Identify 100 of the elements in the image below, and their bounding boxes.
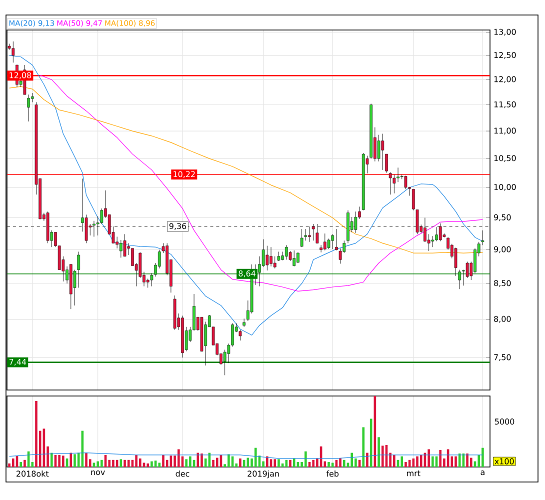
bar [177,449,180,467]
bar [432,456,434,467]
candlestick [146,278,150,288]
bar [150,461,153,467]
candlestick [388,172,392,195]
candlestick [316,224,319,244]
bar [254,448,257,467]
candlestick [308,226,311,242]
bar [216,458,218,467]
bar [470,458,472,467]
bar [274,459,276,467]
bar [381,446,384,467]
bar [200,454,203,467]
bar [124,460,126,467]
bar [393,454,396,467]
bar [12,458,14,467]
candlestick [12,41,15,63]
bar [70,452,72,467]
candlestick [277,251,280,262]
candlestick [435,226,438,242]
bar [62,456,64,467]
candlestick [396,167,400,182]
candlestick [438,223,442,242]
bar [50,452,53,467]
bar [189,456,192,467]
bar [58,454,60,467]
bar [266,456,268,467]
bar [292,458,296,467]
bar [378,437,380,467]
bar [278,459,280,467]
candlestick [331,234,334,250]
bar [92,462,96,467]
candlestick [312,224,315,241]
candlestick [292,250,296,267]
bar [74,454,76,467]
bar [366,452,368,467]
bar [328,462,330,467]
candlestick [404,175,408,190]
candlestick [284,244,288,260]
candlestick [266,246,269,271]
candlestick [123,234,126,257]
candlestick [327,238,330,250]
bar [312,460,315,467]
candlestick [458,270,462,290]
bar [96,461,99,467]
bar [454,456,457,467]
candlestick [92,220,96,237]
bar [428,449,430,467]
bar [135,454,138,467]
bar [482,448,484,467]
line-series [40,74,483,292]
candlestick [381,134,384,170]
candlestick [320,244,322,253]
bar [400,456,404,467]
bar [420,454,422,467]
bar [162,454,164,467]
candlestick [424,218,426,242]
candlestick [416,209,419,234]
candlestick [120,240,122,258]
line-series [9,55,483,336]
bar [100,460,103,467]
bar [416,456,418,467]
candlestick [77,251,80,288]
bar [20,462,22,467]
bar [35,400,38,467]
bar [85,452,88,467]
bar [239,458,242,467]
bar [139,458,142,467]
candlestick [270,246,272,267]
bar [166,460,168,467]
candlestick [323,233,326,251]
bar [458,454,461,467]
bar [362,427,365,467]
candlestick [412,188,415,211]
candlestick [385,154,388,174]
candlestick [377,134,380,162]
bar [228,454,230,467]
candlestick [116,236,118,249]
bar [339,458,342,467]
bar [466,454,468,467]
bar [404,462,407,467]
candlestick [481,230,484,246]
candlestick [300,228,304,248]
candlestick [304,228,308,241]
bar [304,451,307,467]
bar [331,462,334,467]
bar [342,460,346,467]
candlestick [335,228,338,251]
bar [142,462,146,467]
bar [24,460,26,467]
candlestick [281,251,284,261]
candlestick [454,248,458,276]
bar [212,460,214,467]
bar [350,452,353,467]
bar [158,462,161,467]
bar [439,450,442,467]
bar [112,460,114,467]
bar [185,459,188,467]
candlestick [238,330,242,341]
candlestick [273,256,276,269]
